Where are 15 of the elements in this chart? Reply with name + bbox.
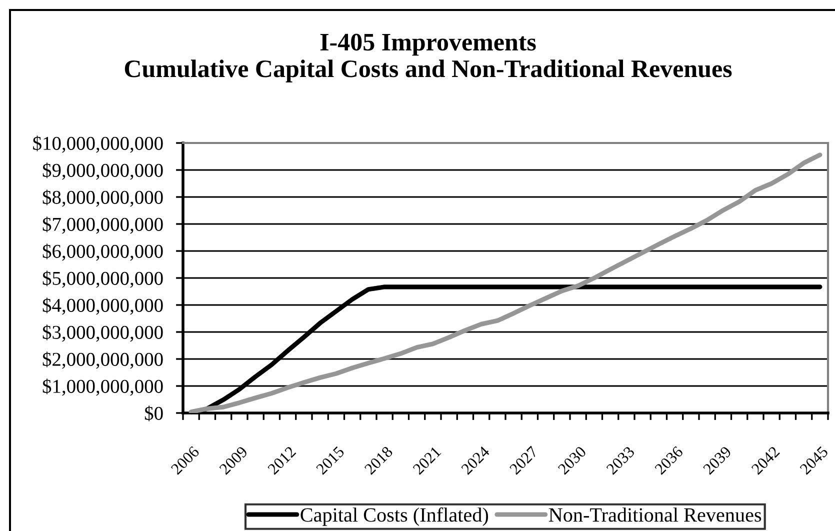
y-tick-label: $4,000,000,000	[42, 298, 163, 315]
y-tick-label: $10,000,000,000	[33, 136, 163, 153]
y-tick-label: $7,000,000,000	[42, 216, 163, 234]
y-tick-label: $2,000,000,000	[42, 352, 163, 369]
y-tick-label: $9,000,000,000	[42, 162, 163, 180]
legend-label: Non-Traditional Revenues	[548, 508, 762, 522]
y-tick-label: $0	[144, 406, 163, 422]
chart-title: I-405 Improvements Cumulative Capital Costs and Non-Traditional Revenues	[124, 34, 732, 82]
y-tick-label: $6,000,000,000	[42, 244, 163, 261]
y-tick-label: $1,000,000,000	[42, 378, 163, 396]
y-tick-label: $8,000,000,000	[42, 190, 163, 207]
y-tick-label: $5,000,000,000	[42, 270, 163, 288]
line-series	[188, 152, 822, 413]
y-tick-label: $3,000,000,000	[42, 324, 163, 342]
legend-label: Capital Costs (Inflated)	[300, 507, 488, 526]
